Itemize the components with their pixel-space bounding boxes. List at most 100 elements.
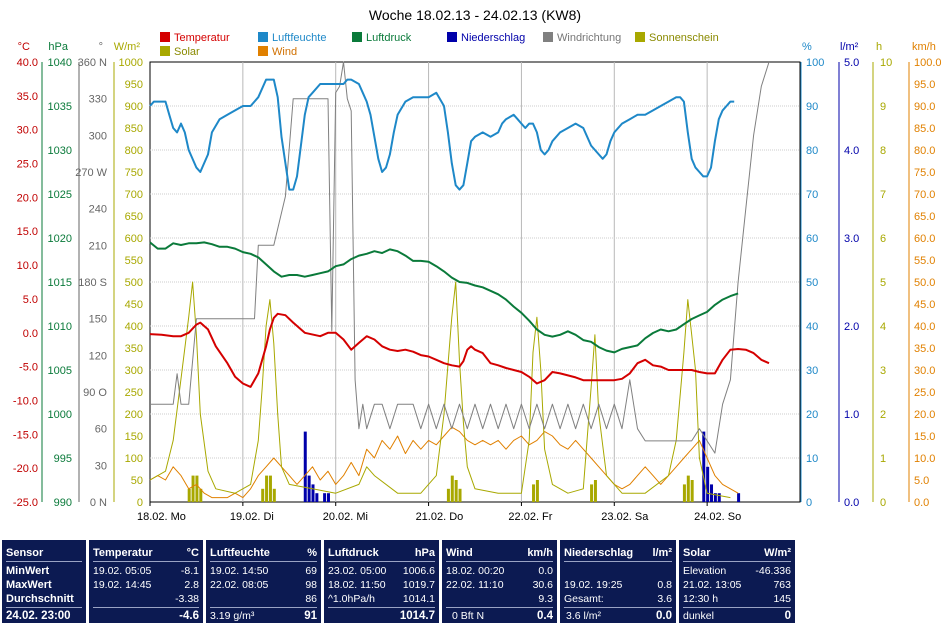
wind-speed-axis-tick-label: 90.0: [914, 101, 935, 113]
bar-sonnenschein: [450, 475, 454, 502]
rain-extra: 3.6 l/m²: [566, 610, 602, 622]
bar-sonnenschein: [272, 488, 276, 502]
temperature-axis-tick-label: 30.0: [17, 125, 38, 137]
wind-direction-axis-tick-label: 150: [89, 314, 107, 326]
humidity-axis-tick-label: 80: [806, 145, 818, 157]
solar-state: dunkel: [683, 610, 714, 622]
rain-axis-tick-label: 5.0: [844, 57, 859, 69]
wind-max-time: 22.02. 11:10: [446, 579, 504, 591]
sunshine-axis-tick-label: 2: [880, 409, 886, 421]
wind-speed-axis-tick-label: 55.0: [914, 255, 935, 267]
wind-unit: km/h: [527, 547, 553, 559]
wind-avg-value: 9.3: [538, 593, 553, 605]
press-min-value: 1006.6: [402, 565, 435, 577]
solar-axis-tick-label: 400: [125, 321, 143, 333]
series-line-windrichtung: [150, 61, 770, 454]
bar-sonnenschein: [187, 488, 191, 502]
humidity-axis-tick-label: 70: [806, 189, 818, 201]
solar-block: Solar W/m² Elevation -46.336 21.02. 13:05 7…: [679, 540, 795, 623]
wind-direction-axis-unit-label: °: [99, 41, 103, 53]
temperature-axis-tick-label: 20.0: [17, 192, 38, 204]
sunshine-axis-tick-label: 9: [880, 101, 886, 113]
temperatur-block: Temperatur °C 19.02. 05:05 -8.1 19.02. 14:…: [89, 540, 203, 623]
legend-label: Temperatur: [174, 32, 230, 44]
temperature-axis-unit-label: °C: [18, 41, 30, 53]
rain-axis-tick-label: 2.0: [844, 321, 859, 333]
wind-direction-axis-tick-label: 240: [89, 204, 107, 216]
bar-niederschlag: [315, 493, 319, 502]
bar-sonnenschein: [265, 475, 269, 502]
x-tick-label: 22.02. Fr: [508, 511, 552, 523]
solar-axis-tick-label: 800: [125, 145, 143, 157]
legend-label: Sonnenschein: [649, 32, 719, 44]
temperature-axis-tick-label: -10.0: [13, 395, 38, 407]
luftdruck-header: Luftdruck: [328, 547, 379, 559]
rain-total-label: Gesamt:: [564, 593, 604, 605]
bar-sonnenschein: [191, 475, 195, 502]
bar-sonnenschein: [682, 484, 686, 502]
solar-axis-tick-label: 200: [125, 409, 143, 421]
temp-max-value: 2.8: [184, 579, 199, 591]
bar-sonnenschein: [590, 484, 594, 502]
wind-speed-axis-tick-label: 65.0: [914, 211, 935, 223]
legend-swatch: [160, 46, 170, 56]
wind-speed-axis-tick-label: 45.0: [914, 299, 935, 311]
wind-speed-axis-tick-label: 70.0: [914, 189, 935, 201]
legend-swatch: [258, 46, 268, 56]
wind-direction-axis-tick-label: 270 W: [75, 167, 107, 179]
weekly-weather-chart: Woche 18.02.13 - 24.02.13 (KW8) Temperatu…: [13, 7, 942, 523]
humidity-axis-tick-label: 20: [806, 409, 818, 421]
temperature-axis-tick-label: -25.0: [13, 497, 38, 509]
solar-elevation-value: -46.336: [755, 565, 791, 577]
solar-axis-tick-label: 150: [125, 431, 143, 443]
wind-direction-axis-tick-label: 360 N: [78, 57, 107, 69]
bar-niederschlag: [311, 484, 315, 502]
sunshine-axis-tick-label: 0: [880, 497, 886, 509]
rain-max-value: 0.8: [657, 579, 672, 591]
sunshine-axis-unit-label: h: [876, 41, 882, 53]
solar-axis-tick-label: 850: [125, 123, 143, 135]
wind-direction-axis-tick-label: 30: [95, 460, 107, 472]
temp-max-time: 19.02. 14:45: [93, 579, 152, 591]
rain-axis-tick-label: 3.0: [844, 233, 859, 245]
legend-label: Luftfeuchte: [272, 32, 326, 44]
x-tick-label: 24.02. So: [694, 511, 741, 523]
humidity-axis-tick-label: 90: [806, 101, 818, 113]
bar-sonnenschein: [446, 488, 450, 502]
press-min-time: 23.02. 05:00: [328, 565, 387, 577]
solar-axis-tick-label: 350: [125, 343, 143, 355]
wind-block: Wind km/h 18.02. 00:20 0.0 22.02. 11:10 30.…: [442, 540, 557, 623]
temperature-axis-tick-label: 0.0: [23, 328, 38, 340]
solar-axis-tick-label: 100: [125, 453, 143, 465]
wind-speed-axis-tick-label: 20.0: [914, 409, 935, 421]
wind-speed-axis-tick-label: 35.0: [914, 343, 935, 355]
bar-sonnenschein: [268, 475, 272, 502]
solar-max-value: 763: [773, 579, 791, 591]
legend-swatch: [160, 32, 170, 42]
x-tick-label: 20.02. Mi: [323, 511, 368, 523]
wind-speed-axis-tick-label: 80.0: [914, 145, 935, 157]
bar-sonnenschein: [454, 480, 458, 502]
temperature-axis-tick-label: 15.0: [17, 226, 38, 238]
wind-direction-axis-tick-label: 180 S: [78, 277, 107, 289]
humidity-axis-tick-label: 100: [806, 57, 824, 69]
bar-sonnenschein: [261, 488, 265, 502]
durchschnitt-label: Durchschnitt: [6, 593, 74, 605]
humidity-axis-tick-label: 10: [806, 453, 818, 465]
wind-direction-axis-tick-label: 300: [89, 130, 107, 142]
pressure-axis-tick-label: 1005: [48, 365, 72, 377]
solar-axis-tick-label: 300: [125, 365, 143, 377]
niederschlag-block: Niederschlag l/m² 19.02. 19:25 0.8 Gesamt:…: [560, 540, 676, 623]
legend-label: Luftdruck: [366, 32, 412, 44]
wind-min-value: 0.0: [538, 565, 553, 577]
humidity-axis-tick-label: 40: [806, 321, 818, 333]
wind-speed-axis-tick-label: 100.0: [914, 57, 942, 69]
pressure-axis-tick-label: 1035: [48, 101, 72, 113]
wind-speed-axis-tick-label: 5.0: [914, 475, 929, 487]
solar-axis-tick-label: 0: [137, 497, 143, 509]
pressure-axis-tick-label: 990: [54, 497, 72, 509]
bar-sonnenschein: [195, 475, 199, 502]
solar-header: Solar: [683, 547, 711, 559]
chart-title: Woche 18.02.13 - 24.02.13 (KW8): [369, 7, 581, 23]
